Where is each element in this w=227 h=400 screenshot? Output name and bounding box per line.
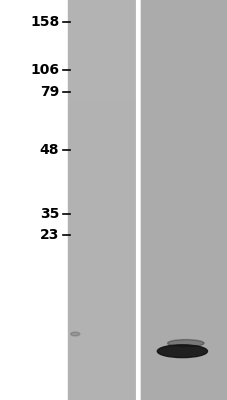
Text: 35: 35 <box>40 207 59 221</box>
Bar <box>0 0 68 400</box>
Bar <box>141 0 227 400</box>
Text: 158: 158 <box>30 15 59 29</box>
Ellipse shape <box>167 340 203 347</box>
Ellipse shape <box>157 345 207 358</box>
Ellipse shape <box>70 332 79 336</box>
Text: 106: 106 <box>30 63 59 77</box>
Text: 79: 79 <box>40 85 59 99</box>
Bar <box>68 0 135 400</box>
Text: 23: 23 <box>40 228 59 242</box>
Text: 48: 48 <box>39 143 59 157</box>
